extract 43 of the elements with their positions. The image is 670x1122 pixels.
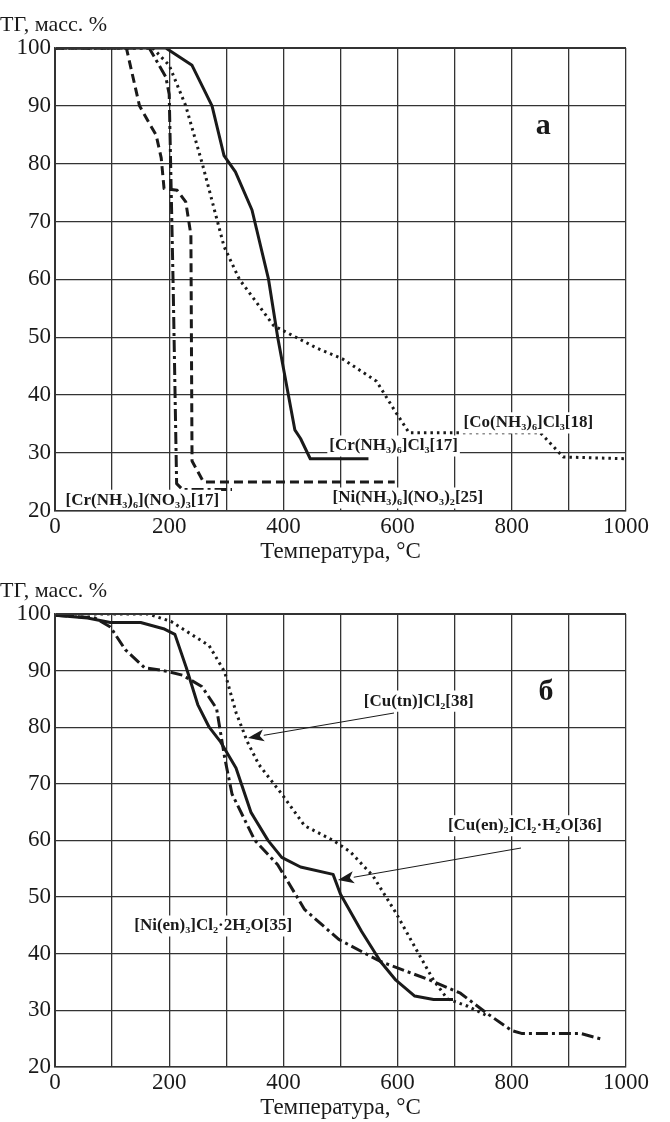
y-tick-label: 20 [28,496,51,522]
annotation: [Cr(NH₃)₆](NO₃)₃[17] [65,489,220,509]
y-tick-label: 80 [28,713,51,739]
y-tick-label: 50 [28,323,51,349]
y-tick-label: 30 [28,996,51,1022]
x-axis-title: Температура, °C [260,1094,421,1120]
y-tick-label: 80 [28,149,51,175]
y-tick-label: 20 [28,1052,51,1078]
x-tick-label: 600 [380,512,415,538]
annotation: [Cr(NH₃)₆]Cl₃[17] [329,435,458,455]
x-tick-label: 400 [266,512,301,538]
x-tick-label: 200 [151,1068,187,1094]
y-tick-label: 100 [16,600,51,626]
annotation: б [538,672,554,706]
annotation: [Cu(en)₂]Cl₂·H₂O[36] [447,815,602,835]
y-tick-label: 90 [28,91,51,117]
annotation: а [535,107,551,141]
x-tick-label: 400 [266,1068,301,1094]
y-tick-label: 40 [28,939,51,965]
annotation: [Ni(en)₃]Cl₂·2H₂O[35] [134,915,293,935]
x-axis-title: Температура, °C [260,538,421,564]
y-tick-label: 50 [28,883,51,909]
y-tick-label: 60 [28,265,51,291]
y-tick-label: 70 [28,207,51,233]
x-tick-label: 1000 [603,1068,649,1094]
y-tick-label: 100 [16,34,51,60]
x-tick-label: 600 [380,1068,415,1094]
annotation: [Co(NH₃)₆]Cl₃[18] [463,412,594,432]
annotation: [Ni(NH₃)₆](NO₃)₂[25] [332,487,484,507]
x-tick-label: 0 [49,512,61,538]
y-tick-label: 70 [28,769,51,795]
annotation: [Cu(tn)]Cl₂[38] [363,690,474,710]
y-axis-title: ТГ, масс. % [0,10,108,36]
y-tick-label: 30 [28,439,51,464]
x-tick-label: 800 [494,512,530,538]
x-tick-label: 200 [151,512,187,538]
y-tick-label: 60 [28,826,51,852]
x-tick-label: 1000 [603,512,649,538]
y-tick-label: 90 [28,656,51,682]
y-tick-label: 40 [28,381,51,407]
x-tick-label: 800 [494,1068,530,1094]
y-axis-title: ТГ, масс. % [0,576,108,602]
x-tick-label: 0 [49,1068,61,1094]
